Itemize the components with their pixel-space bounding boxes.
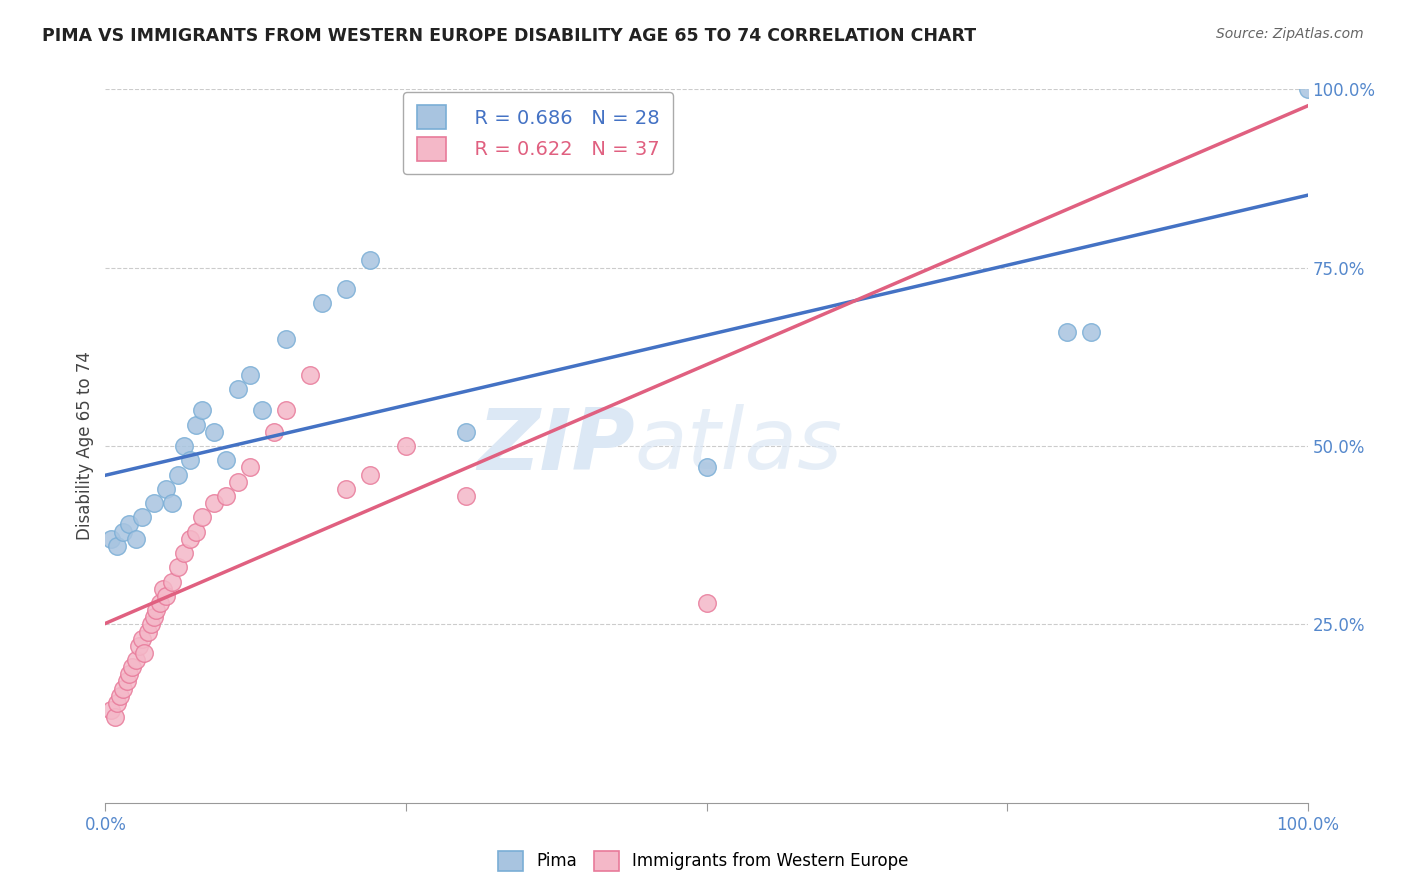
Point [112, 681, 135, 696]
Point [239, 368, 262, 382]
Point [274, 332, 297, 346]
Point [160, 496, 183, 510]
Point [107, 539, 129, 553]
Point [148, 596, 170, 610]
Point [139, 617, 162, 632]
Point [250, 403, 273, 417]
Point [179, 453, 201, 467]
Point [160, 574, 183, 589]
Point [173, 439, 195, 453]
Point [190, 510, 212, 524]
Point [155, 482, 177, 496]
Point [121, 660, 143, 674]
Point [115, 674, 138, 689]
Point [100, 703, 122, 717]
Point [166, 467, 188, 482]
Point [124, 653, 146, 667]
Point [107, 696, 129, 710]
Point [131, 632, 153, 646]
Legend:   R = 0.686   N = 28,   R = 0.622   N = 37: R = 0.686 N = 28, R = 0.622 N = 37 [404, 92, 673, 174]
Text: PIMA VS IMMIGRANTS FROM WESTERN EUROPE DISABILITY AGE 65 TO 74 CORRELATION CHART: PIMA VS IMMIGRANTS FROM WESTERN EUROPE D… [42, 27, 976, 45]
Text: atlas: atlas [634, 404, 842, 488]
Point [142, 496, 165, 510]
Point [214, 489, 236, 503]
Point [335, 482, 357, 496]
Text: Source: ZipAtlas.com: Source: ZipAtlas.com [1216, 27, 1364, 41]
Point [454, 425, 477, 439]
Point [184, 524, 207, 539]
Point [1296, 82, 1319, 96]
Point [696, 460, 718, 475]
Point [359, 253, 381, 268]
Point [190, 403, 212, 417]
Point [202, 496, 225, 510]
Point [128, 639, 150, 653]
Point [226, 382, 249, 396]
Point [274, 403, 297, 417]
Point [395, 439, 418, 453]
Text: ZIP: ZIP [477, 404, 634, 488]
Point [112, 524, 135, 539]
Point [1080, 325, 1102, 339]
Point [155, 589, 177, 603]
Point [100, 532, 122, 546]
Point [145, 603, 167, 617]
Point [131, 510, 153, 524]
Point [696, 596, 718, 610]
Point [179, 532, 201, 546]
Point [104, 710, 127, 724]
Point [226, 475, 249, 489]
Point [202, 425, 225, 439]
Point [142, 610, 165, 624]
Point [132, 646, 155, 660]
Point [1056, 325, 1078, 339]
Point [239, 460, 262, 475]
Point [118, 667, 141, 681]
Point [173, 546, 195, 560]
Point [166, 560, 188, 574]
Point [335, 282, 357, 296]
Point [184, 417, 207, 432]
Y-axis label: Disability Age 65 to 74: Disability Age 65 to 74 [76, 351, 94, 541]
Point [298, 368, 321, 382]
Point [108, 689, 131, 703]
Point [454, 489, 477, 503]
Point [118, 517, 141, 532]
Point [359, 467, 381, 482]
Legend: Pima, Immigrants from Western Europe: Pima, Immigrants from Western Europe [489, 842, 917, 880]
Point [136, 624, 159, 639]
Point [152, 582, 174, 596]
Point [214, 453, 236, 467]
Point [311, 296, 333, 310]
Point [124, 532, 146, 546]
Point [263, 425, 285, 439]
